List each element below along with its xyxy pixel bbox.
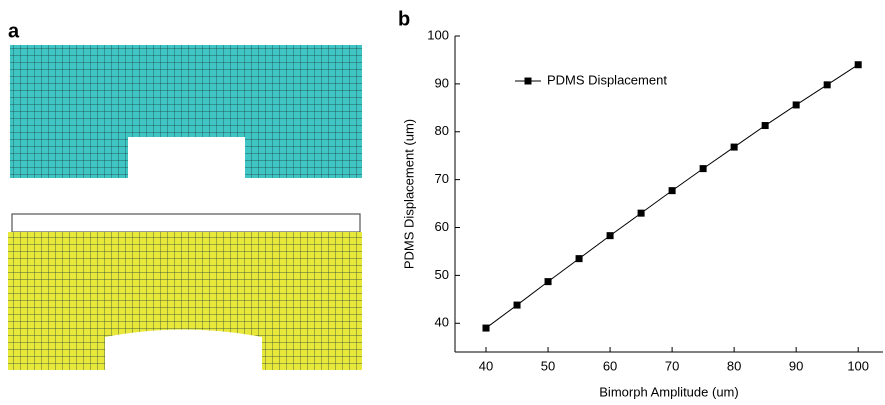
mesh-bottom [8, 214, 362, 370]
mesh-top [10, 45, 362, 178]
x-tick-label: 80 [727, 358, 741, 373]
figure: a b Bimorph Amplitude (um) PDMS Displace… [0, 0, 885, 405]
data-point [545, 278, 552, 285]
y-tick-label: 100 [427, 27, 449, 42]
data-point [855, 61, 862, 68]
y-tick-label: 40 [435, 315, 449, 330]
y-tick-label: 90 [435, 75, 449, 90]
y-axis-label: PDMS Displacement (um) [401, 119, 416, 269]
y-tick-label: 60 [435, 219, 449, 234]
panel-label: a [8, 20, 20, 42]
x-axis-label: Bimorph Amplitude (um) [599, 384, 738, 399]
x-tick-label: 90 [789, 358, 803, 373]
data-point [514, 302, 521, 309]
data-point [793, 101, 800, 108]
data-point [700, 165, 707, 172]
data-point [669, 187, 676, 194]
data-point [576, 255, 583, 262]
y-tick-label: 50 [435, 267, 449, 282]
legend-label: PDMS Displacement [547, 72, 667, 87]
data-point [638, 210, 645, 217]
data-point [607, 232, 614, 239]
y-tick-label: 80 [435, 123, 449, 138]
data-point [483, 325, 490, 332]
x-tick-label: 40 [479, 358, 493, 373]
data-point [824, 81, 831, 88]
series-line [486, 65, 858, 328]
data-point [762, 122, 769, 129]
panel-label: b [398, 8, 410, 30]
data-point [731, 144, 738, 151]
x-tick-label: 50 [541, 358, 555, 373]
legend-marker [525, 78, 532, 85]
x-tick-label: 100 [847, 358, 869, 373]
x-tick-label: 60 [603, 358, 617, 373]
y-tick-label: 70 [435, 171, 449, 186]
x-tick-label: 70 [665, 358, 679, 373]
